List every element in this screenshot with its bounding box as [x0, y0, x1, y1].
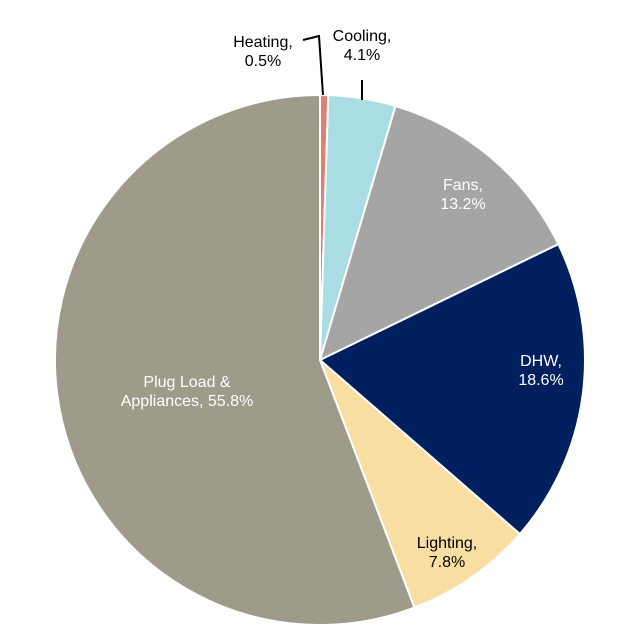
- leader-lines: [302, 34, 363, 100]
- data-label-dhw: DHW, 18.6%: [518, 353, 563, 389]
- data-label-line: Heating,: [233, 34, 293, 51]
- slice-dhw: [318, 242, 586, 536]
- data-label-fans: Fans, 13.2%: [440, 177, 485, 213]
- slice-lighting: [319, 359, 522, 609]
- data-label-line: Fans,: [443, 177, 483, 194]
- data-label-line: 0.5%: [245, 53, 281, 70]
- leader-line-heating: [302, 34, 324, 96]
- data-label-lighting: Lighting, 7.8%: [417, 535, 478, 571]
- slice-fans: [318, 104, 560, 362]
- data-label-line: Lighting,: [417, 535, 478, 552]
- data-label-line: Appliances, 55.8%: [121, 393, 254, 410]
- data-label-heating: Heating, 0.5%: [233, 34, 293, 70]
- data-label-line: 18.6%: [518, 372, 563, 389]
- data-label-line: 13.2%: [440, 196, 485, 213]
- data-label-cooling: Cooling, 4.1%: [333, 28, 392, 64]
- pie-slices: [54, 93, 586, 626]
- slice-plug-load-and-appliances: [54, 93, 416, 626]
- slice-labels: Heating, 0.5% Cooling, 4.1% Fans, 13.2% DHW, 18…: [121, 28, 564, 571]
- data-label-plug-load-and-appliances: Plug Load & Appliances, 55.8%: [121, 374, 254, 410]
- data-label-line: 4.1%: [344, 47, 380, 64]
- data-label-line: Cooling,: [333, 28, 392, 45]
- data-label-line: DHW,: [520, 353, 562, 370]
- data-label-line: Plug Load &: [143, 374, 231, 391]
- data-label-line: 7.8%: [429, 554, 465, 571]
